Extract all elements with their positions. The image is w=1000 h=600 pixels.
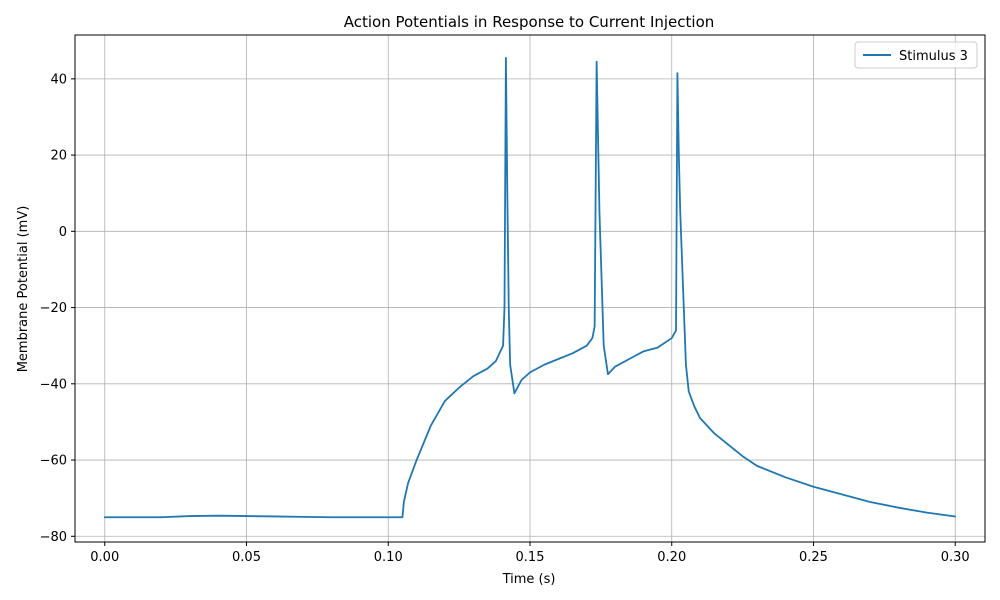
y-axis-label: Membrane Potential (mV) <box>16 206 31 373</box>
y-tick-label: 0 <box>59 225 67 240</box>
grid <box>75 35 985 542</box>
legend-label: Stimulus 3 <box>899 49 968 64</box>
y-tick-label: −40 <box>40 377 67 392</box>
y-tick-label: −20 <box>40 301 67 316</box>
y-tick-label: −80 <box>40 530 67 545</box>
legend-box <box>854 41 978 69</box>
series-line-stimulus-3 <box>103 56 957 519</box>
series-layer <box>103 56 957 519</box>
x-tick-label: 0.05 <box>232 550 261 565</box>
chart-title: Action Potentials in Response to Current… <box>344 13 715 31</box>
x-tick-label: 0.30 <box>941 550 970 565</box>
x-tick-label: 0.00 <box>90 550 119 565</box>
y-tick-label: 40 <box>50 72 67 87</box>
y-tick-label: −60 <box>40 454 67 469</box>
legend: Stimulus 3 <box>854 41 978 69</box>
x-tick-label: 0.15 <box>516 550 545 565</box>
x-axis-ticks: 0.00 0.05 0.10 0.15 0.20 0.25 0.30 <box>90 542 970 565</box>
x-axis-label: Time (s) <box>502 572 556 587</box>
x-tick-label: 0.10 <box>374 550 403 565</box>
y-axis-ticks: −80 −60 −40 −20 0 20 40 <box>40 72 75 545</box>
y-tick-label: 20 <box>50 149 67 164</box>
x-tick-label: 0.25 <box>799 550 828 565</box>
x-tick-label: 0.20 <box>657 550 686 565</box>
